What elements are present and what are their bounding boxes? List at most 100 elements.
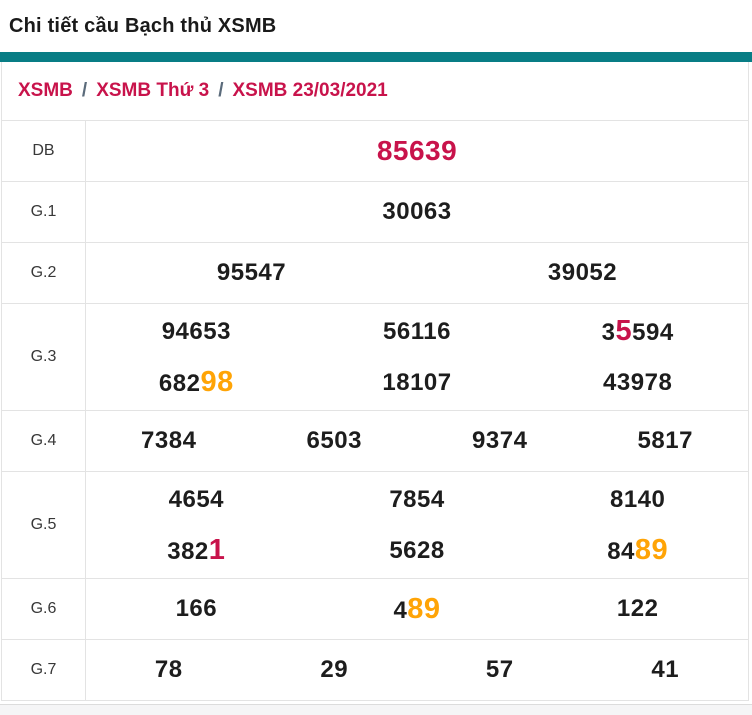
prize-number: 3821 [86, 536, 307, 565]
content-box: XSMB / XSMB Thứ 3 / XSMB 23/03/2021 DB 85639 G… [1, 62, 749, 701]
digit-segment: 39052 [547, 259, 618, 286]
digit-segment: 95547 [216, 259, 287, 286]
prize-number: 35594 [527, 317, 748, 346]
prize-row: G.3 94653 56116 35594 68298 18107 43978 [2, 304, 748, 411]
prize-number: 41 [583, 658, 749, 682]
prize-number: 166 [86, 597, 307, 621]
digit-segment: 3 [601, 319, 616, 346]
prize-number: 5628 [307, 536, 528, 564]
breadcrumb-link[interactable]: XSMB Thứ 3 [96, 80, 210, 101]
prize-row: G.4 7384 6503 9374 5817 [2, 411, 748, 472]
prize-values: 78 29 57 41 [86, 640, 748, 700]
prize-number: 18107 [307, 368, 528, 396]
digit-segment: 4654 [168, 485, 225, 513]
digit-segment: 84 [607, 538, 635, 565]
breadcrumb-separator: / [218, 80, 224, 101]
prize-values: 4654 7854 8140 3821 5628 8489 [86, 472, 748, 578]
digit-segment: 5628 [389, 536, 445, 564]
prize-label: G.4 [2, 411, 86, 471]
prize-line: 78 29 57 41 [86, 642, 748, 698]
page-header: Chi tiết cầu Bạch thủ XSMB [0, 0, 752, 52]
prize-number: 7854 [307, 485, 528, 513]
digit-segment: 43978 [603, 368, 673, 396]
digit-segment: 4 [393, 596, 408, 624]
breadcrumb-link[interactable]: XSMB [18, 80, 73, 101]
prize-number: 9374 [417, 429, 583, 453]
prize-row: G.7 78 29 57 41 [2, 640, 748, 701]
prize-number: 29 [252, 658, 418, 682]
prize-number: 39052 [417, 261, 748, 285]
page-title: Chi tiết cầu Bạch thủ XSMB [9, 14, 277, 37]
highlight-orange-digit: 89 [634, 534, 669, 566]
prize-row: G.1 30063 [2, 182, 748, 243]
prize-line: 4654 7854 8140 [86, 474, 748, 525]
digit-segment: 18107 [382, 368, 452, 396]
prize-number: 78 [86, 658, 252, 682]
digit-segment: 57 [485, 656, 514, 683]
prize-values: 7384 6503 9374 5817 [86, 411, 748, 471]
prize-number: 43978 [527, 368, 748, 396]
results-table: DB 85639 G.1 30063 G.2 95547 39052 G.3 94653 5611… [2, 121, 748, 701]
prize-values: 166 489 122 [86, 579, 748, 639]
accent-bar [0, 52, 752, 62]
digit-segment: 94653 [161, 317, 231, 345]
prize-number: 8489 [527, 536, 748, 565]
prize-number: 122 [527, 597, 748, 621]
prize-line: 94653 56116 35594 [86, 306, 748, 357]
prize-line: 95547 39052 [86, 245, 748, 301]
prize-number: 94653 [86, 317, 307, 345]
prize-number: 95547 [86, 261, 417, 285]
prize-line: 7384 6503 9374 5817 [86, 413, 748, 469]
prize-label: G.6 [2, 579, 86, 639]
digit-segment: 30063 [382, 198, 452, 225]
digit-segment: 8140 [609, 485, 666, 513]
prize-line: 3821 5628 8489 [86, 525, 748, 576]
prize-row: G.2 95547 39052 [2, 243, 748, 304]
prize-number: 85639 [86, 137, 748, 165]
breadcrumb-link[interactable]: XSMB 23/03/2021 [232, 80, 388, 101]
prize-label: G.7 [2, 640, 86, 700]
prize-values: 85639 [86, 121, 748, 181]
prize-number: 7384 [86, 429, 252, 453]
prize-values: 30063 [86, 182, 748, 242]
digit-segment: 5817 [637, 427, 693, 454]
prize-line: 30063 [86, 184, 748, 240]
prize-row: DB 85639 [2, 121, 748, 182]
prize-number: 56116 [307, 319, 528, 344]
highlight-red-digit: 5 [615, 315, 633, 347]
prize-line: 166 489 122 [86, 581, 748, 637]
prize-label: DB [2, 121, 86, 181]
prize-number: 4654 [86, 485, 307, 513]
prize-label: G.2 [2, 243, 86, 303]
digit-segment: 6503 [306, 427, 362, 454]
digit-segment: 7384 [141, 427, 197, 454]
prize-values: 95547 39052 [86, 243, 748, 303]
prize-line: 85639 [86, 123, 748, 179]
highlight-orange-digit: 89 [407, 592, 441, 625]
highlight-orange-digit: 98 [200, 366, 234, 398]
prize-number: 489 [307, 592, 528, 625]
breadcrumb: XSMB / XSMB Thứ 3 / XSMB 23/03/2021 [2, 62, 748, 121]
prize-number: 8140 [527, 485, 748, 513]
prize-line: 68298 18107 43978 [86, 357, 748, 408]
digit-segment: 7854 [389, 485, 445, 513]
prize-label: G.5 [2, 472, 86, 578]
footer-section [0, 704, 752, 715]
digit-segment: 682 [158, 370, 201, 397]
prize-number: 5817 [583, 429, 749, 453]
digit-segment: 594 [632, 319, 674, 346]
digit-segment: 9374 [472, 427, 528, 454]
prize-label: G.1 [2, 182, 86, 242]
highlight-red-digit: 1 [208, 534, 226, 566]
prize-number: 68298 [86, 368, 307, 397]
special-prize-number: 85639 [376, 135, 458, 166]
prize-number: 30063 [86, 200, 748, 224]
digit-segment: 166 [175, 595, 218, 622]
prize-number: 6503 [252, 429, 418, 453]
digit-segment: 41 [651, 656, 680, 683]
digit-segment: 78 [154, 656, 183, 683]
prize-row: G.6 166 489 122 [2, 579, 748, 640]
digit-segment: 122 [616, 595, 659, 622]
digit-segment: 382 [167, 538, 209, 565]
prize-label: G.3 [2, 304, 86, 410]
